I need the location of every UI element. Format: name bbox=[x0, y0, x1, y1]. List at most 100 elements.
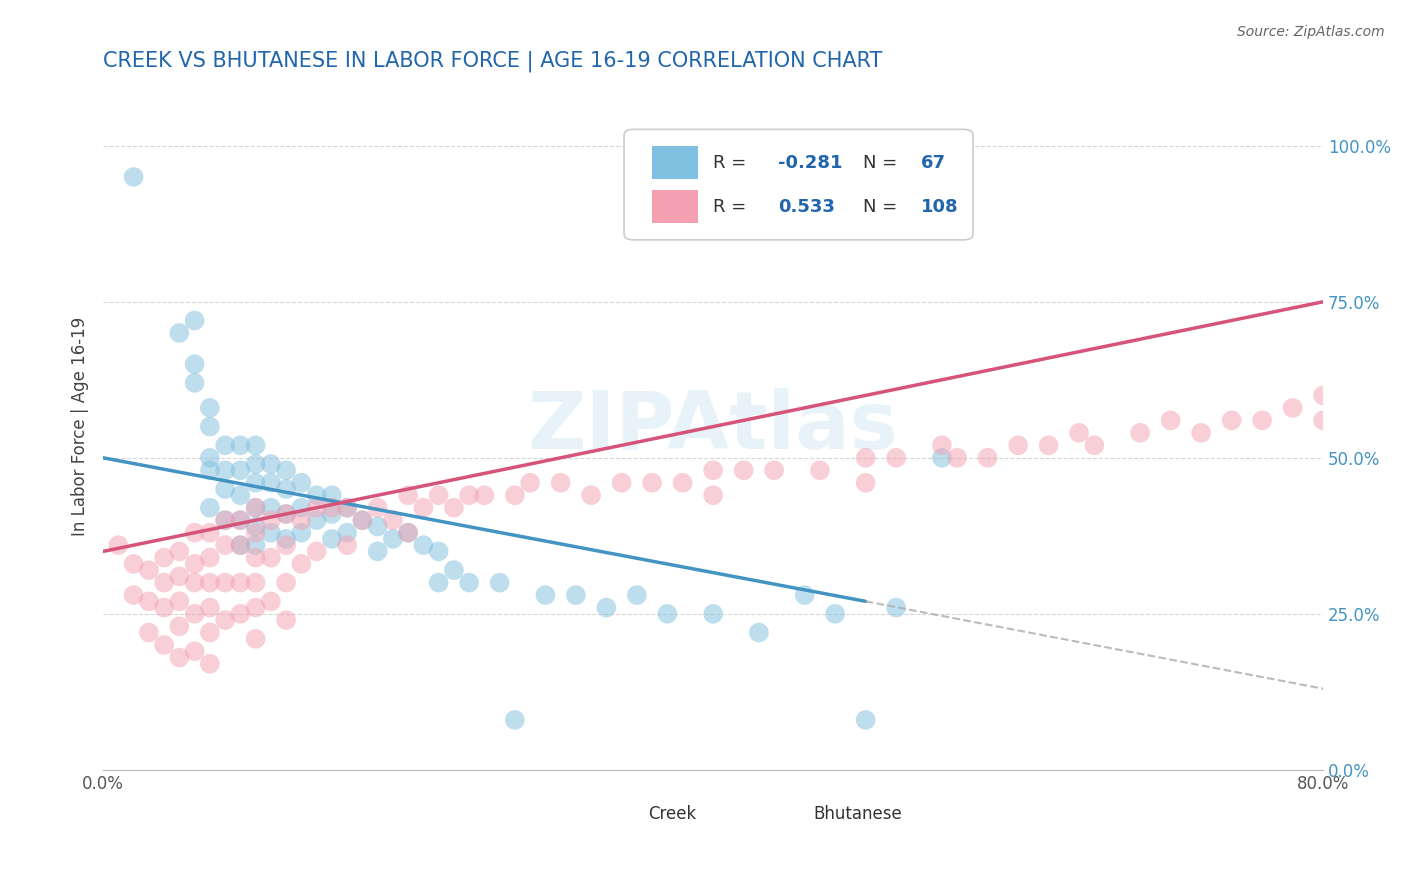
Point bbox=[946, 450, 969, 465]
Point bbox=[367, 544, 389, 558]
Point bbox=[245, 519, 267, 533]
Point bbox=[183, 357, 205, 371]
Text: Source: ZipAtlas.com: Source: ZipAtlas.com bbox=[1237, 25, 1385, 39]
Point bbox=[595, 600, 617, 615]
Point bbox=[260, 457, 283, 471]
Point bbox=[276, 507, 298, 521]
Point bbox=[1358, 376, 1381, 390]
Text: -0.281: -0.281 bbox=[778, 153, 842, 171]
Point bbox=[427, 575, 450, 590]
Point bbox=[229, 538, 252, 552]
Point bbox=[488, 575, 510, 590]
Point bbox=[122, 169, 145, 184]
Point bbox=[305, 488, 328, 502]
Point bbox=[138, 594, 160, 608]
Point bbox=[276, 575, 298, 590]
FancyBboxPatch shape bbox=[591, 805, 634, 831]
Point bbox=[1189, 425, 1212, 440]
Point bbox=[793, 588, 815, 602]
Y-axis label: In Labor Force | Age 16-19: In Labor Force | Age 16-19 bbox=[72, 317, 89, 536]
Point bbox=[183, 376, 205, 390]
Point bbox=[245, 525, 267, 540]
Point bbox=[396, 488, 419, 502]
Point bbox=[290, 500, 312, 515]
Point bbox=[1069, 425, 1091, 440]
Point bbox=[1388, 376, 1406, 390]
Point bbox=[214, 513, 236, 527]
Point bbox=[321, 500, 343, 515]
Point bbox=[198, 575, 221, 590]
Point bbox=[412, 538, 434, 552]
Point bbox=[1312, 413, 1334, 427]
Point bbox=[229, 575, 252, 590]
Point bbox=[352, 513, 374, 527]
Point bbox=[503, 488, 526, 502]
Point bbox=[214, 538, 236, 552]
Point bbox=[336, 538, 359, 552]
Point bbox=[245, 475, 267, 490]
Point bbox=[276, 613, 298, 627]
Point bbox=[260, 550, 283, 565]
Point bbox=[260, 500, 283, 515]
Point bbox=[336, 500, 359, 515]
Point bbox=[290, 475, 312, 490]
Point bbox=[976, 450, 998, 465]
Point bbox=[214, 613, 236, 627]
Point bbox=[214, 513, 236, 527]
Point bbox=[702, 607, 724, 621]
Point bbox=[169, 650, 191, 665]
Point bbox=[657, 607, 679, 621]
Point bbox=[458, 488, 481, 502]
Point bbox=[610, 475, 633, 490]
Point bbox=[1038, 438, 1060, 452]
Point bbox=[1343, 388, 1365, 402]
Point bbox=[519, 475, 541, 490]
Point bbox=[198, 600, 221, 615]
Point bbox=[1281, 401, 1303, 415]
Point bbox=[276, 507, 298, 521]
Point bbox=[305, 500, 328, 515]
Point bbox=[321, 507, 343, 521]
Point bbox=[214, 482, 236, 496]
Point bbox=[245, 457, 267, 471]
Point bbox=[198, 463, 221, 477]
Point bbox=[153, 575, 176, 590]
Point bbox=[396, 525, 419, 540]
Text: 108: 108 bbox=[921, 197, 957, 216]
Point bbox=[169, 326, 191, 340]
Text: R =: R = bbox=[713, 153, 752, 171]
Point bbox=[153, 600, 176, 615]
Point bbox=[122, 557, 145, 571]
Point bbox=[290, 525, 312, 540]
Point bbox=[198, 500, 221, 515]
Point bbox=[138, 625, 160, 640]
Point bbox=[169, 594, 191, 608]
Point bbox=[107, 538, 129, 552]
Point bbox=[443, 500, 465, 515]
Point bbox=[855, 475, 877, 490]
Point bbox=[672, 475, 695, 490]
Point bbox=[153, 550, 176, 565]
Point bbox=[1403, 363, 1406, 377]
Text: ZIPAtlas: ZIPAtlas bbox=[527, 388, 898, 466]
Point bbox=[198, 550, 221, 565]
Point bbox=[229, 488, 252, 502]
Point bbox=[183, 575, 205, 590]
Text: CREEK VS BHUTANESE IN LABOR FORCE | AGE 16-19 CORRELATION CHART: CREEK VS BHUTANESE IN LABOR FORCE | AGE … bbox=[103, 51, 883, 72]
Point bbox=[276, 463, 298, 477]
Point bbox=[122, 588, 145, 602]
Point bbox=[824, 607, 846, 621]
Point bbox=[396, 525, 419, 540]
Point bbox=[1220, 413, 1243, 427]
Point bbox=[198, 401, 221, 415]
Point bbox=[169, 569, 191, 583]
FancyBboxPatch shape bbox=[756, 805, 799, 831]
Point bbox=[336, 500, 359, 515]
Point bbox=[198, 625, 221, 640]
Point bbox=[229, 463, 252, 477]
Point bbox=[808, 463, 831, 477]
Text: 0.533: 0.533 bbox=[778, 197, 835, 216]
Point bbox=[229, 513, 252, 527]
Point bbox=[1007, 438, 1029, 452]
Point bbox=[579, 488, 602, 502]
